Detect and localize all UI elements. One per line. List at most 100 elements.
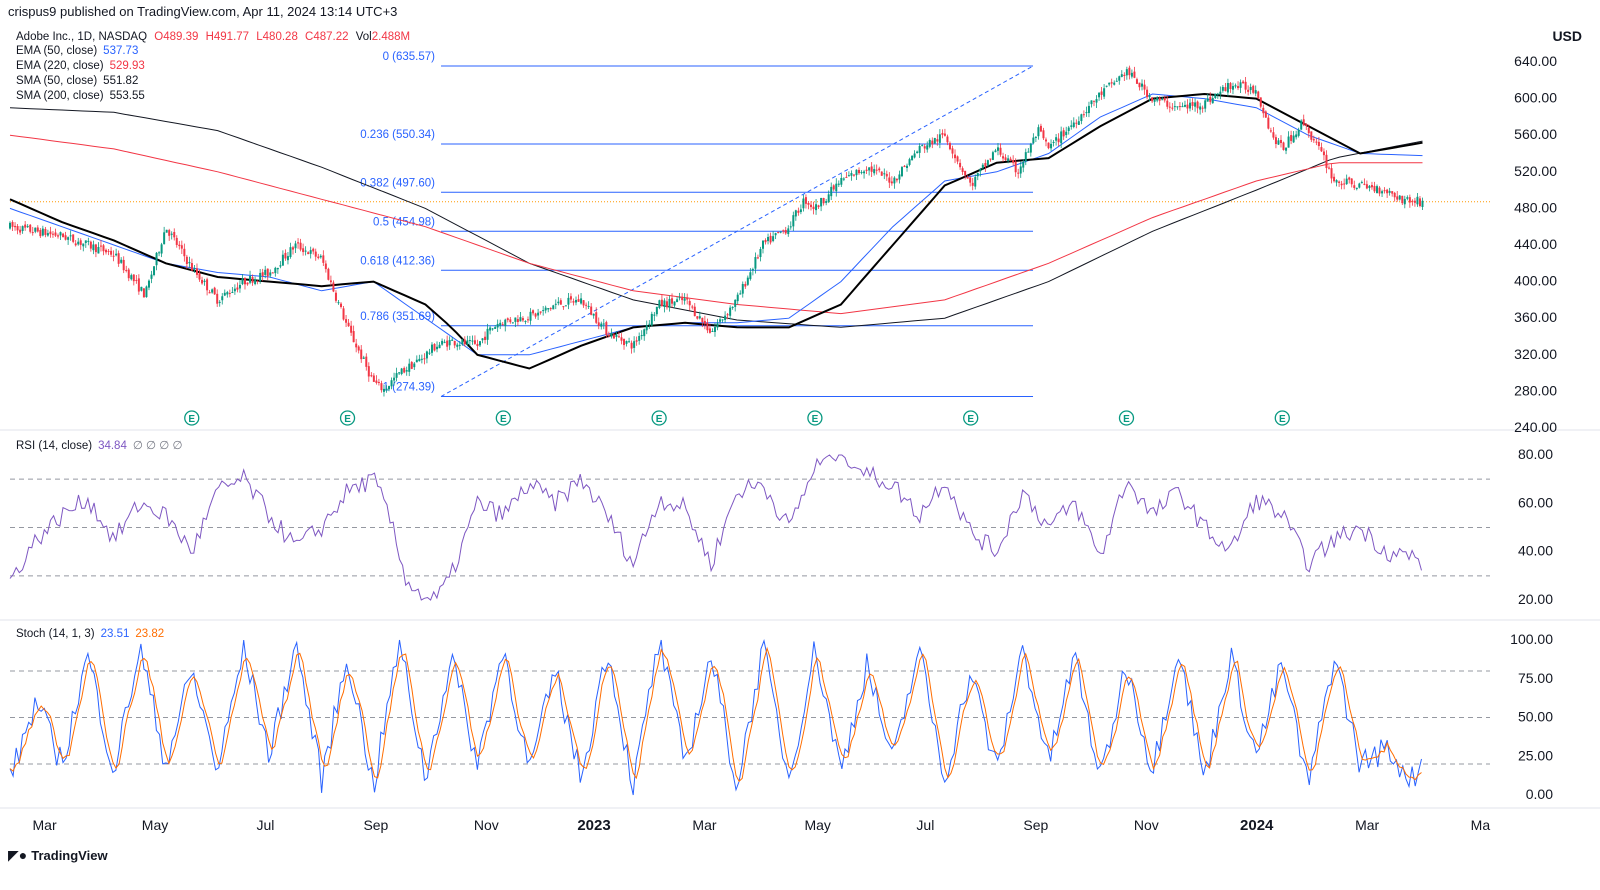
- candle-body: [127, 269, 130, 279]
- candle-body: [180, 245, 183, 249]
- candle-body: [519, 317, 522, 322]
- indicator-sma50[interactable]: SMA (50, close) 551.82: [16, 75, 138, 87]
- tradingview-logo[interactable]: ◤● TradingView: [8, 847, 108, 864]
- candle-body: [1330, 168, 1333, 179]
- candle-body: [178, 244, 181, 247]
- candle-body: [1368, 185, 1371, 188]
- candle-body: [1173, 106, 1176, 108]
- candle-body: [473, 340, 476, 344]
- candle-body: [415, 359, 418, 363]
- candle-body: [168, 230, 171, 236]
- candle-body: [1376, 186, 1379, 193]
- fib-level-label: 0.236 (550.34): [360, 129, 435, 141]
- candle-body: [524, 321, 527, 323]
- ema50-line: [9, 93, 1423, 356]
- candle-body: [1168, 106, 1171, 108]
- time-tick-label: Jul: [916, 817, 934, 833]
- candle-body: [41, 228, 44, 236]
- currency-label[interactable]: USD: [1552, 28, 1582, 44]
- candle-body: [1176, 106, 1179, 108]
- candle-body: [703, 320, 706, 324]
- candle-body: [105, 249, 108, 253]
- candle-body: [895, 178, 898, 181]
- candle-body: [299, 242, 302, 250]
- candle-body: [1211, 97, 1214, 104]
- time-tick-label: May: [142, 817, 168, 833]
- high-value: H491.77: [205, 31, 250, 43]
- candle-body: [1391, 191, 1394, 194]
- stoch-k-tick-label: 100.00: [1510, 631, 1553, 647]
- candle-body: [751, 269, 754, 271]
- candle-body: [254, 279, 257, 285]
- candle-body: [653, 314, 656, 316]
- candle-body: [1080, 114, 1083, 122]
- candle-body: [243, 277, 246, 285]
- candle-body: [357, 346, 360, 351]
- candle-body: [117, 253, 120, 264]
- candle-body: [655, 306, 658, 315]
- indicator-ema220[interactable]: EMA (220, close) 529.93: [16, 60, 145, 72]
- candle-body: [1209, 96, 1212, 102]
- candle-body: [266, 268, 269, 277]
- candle-body: [635, 340, 638, 342]
- candle-body: [87, 240, 90, 242]
- candle-body: [355, 343, 358, 348]
- candle-body: [1360, 182, 1363, 184]
- candle-body: [84, 240, 87, 243]
- candle-body: [607, 334, 610, 337]
- candle-body: [163, 232, 166, 245]
- candle-body: [1191, 102, 1194, 106]
- candle-body: [764, 240, 767, 243]
- price-tick-label: 600.00: [1514, 90, 1557, 106]
- candle-body: [1345, 178, 1348, 185]
- candle-body: [1244, 81, 1247, 90]
- indicator-value: 551.82: [103, 75, 139, 87]
- indicator-ema50[interactable]: EMA (50, close) 537.73: [16, 45, 138, 57]
- fibonacci-retracement[interactable]: 0 (635.57) 0.236 (550.34) 0.382 (497.60) 0.…: [360, 51, 1034, 398]
- candle-body: [1381, 191, 1384, 194]
- candle-body: [461, 339, 464, 345]
- candle-body: [681, 296, 684, 301]
- indicator-sma200[interactable]: SMA (200, close) 553.55: [16, 90, 145, 102]
- symbol-legend[interactable]: Adobe Inc., 1D, NASDAQ O489.39 H491.77 L…: [16, 31, 410, 43]
- candle-body: [650, 313, 653, 326]
- fib-level-label: 0.618 (412.36): [360, 255, 435, 267]
- candle-body: [107, 250, 110, 252]
- candle-body: [1242, 81, 1245, 84]
- time-tick-label: May: [804, 817, 830, 833]
- candle-body: [918, 146, 921, 153]
- branding-text: TradingView: [31, 848, 108, 863]
- candle-body: [1156, 97, 1159, 101]
- candle-body: [610, 333, 613, 337]
- candle-body: [436, 346, 439, 350]
- time-tick-label: Mar: [692, 817, 716, 833]
- candle-body: [504, 319, 507, 327]
- rsi-line: [9, 454, 1422, 601]
- candle-body: [734, 299, 737, 307]
- candle-body: [206, 279, 209, 291]
- candle-body: [754, 257, 757, 269]
- indicator-label: SMA (50, close): [16, 75, 98, 87]
- candle-body: [1396, 196, 1399, 200]
- candle-body: [183, 248, 186, 257]
- candle-body: [319, 255, 322, 258]
- candle-body: [686, 297, 689, 300]
- candle-body: [898, 174, 901, 180]
- candle-body: [195, 268, 198, 275]
- candle-body: [39, 230, 42, 237]
- candle-body: [706, 322, 709, 331]
- candle-body: [597, 322, 600, 326]
- candle-body: [74, 243, 77, 246]
- candle-body: [511, 322, 514, 324]
- candle-body: [1413, 200, 1416, 203]
- candle-body: [557, 301, 560, 304]
- rsi-legend[interactable]: RSI (14, close) 34.84 ∅ ∅ ∅ ∅: [16, 438, 183, 452]
- candle-body: [1317, 141, 1320, 147]
- stoch-legend[interactable]: Stoch (14, 1, 3) 23.51 23.82: [16, 628, 164, 640]
- candle-body: [34, 227, 37, 232]
- candle-body: [334, 292, 337, 301]
- candle-body: [395, 373, 398, 378]
- candle-body: [1403, 198, 1406, 205]
